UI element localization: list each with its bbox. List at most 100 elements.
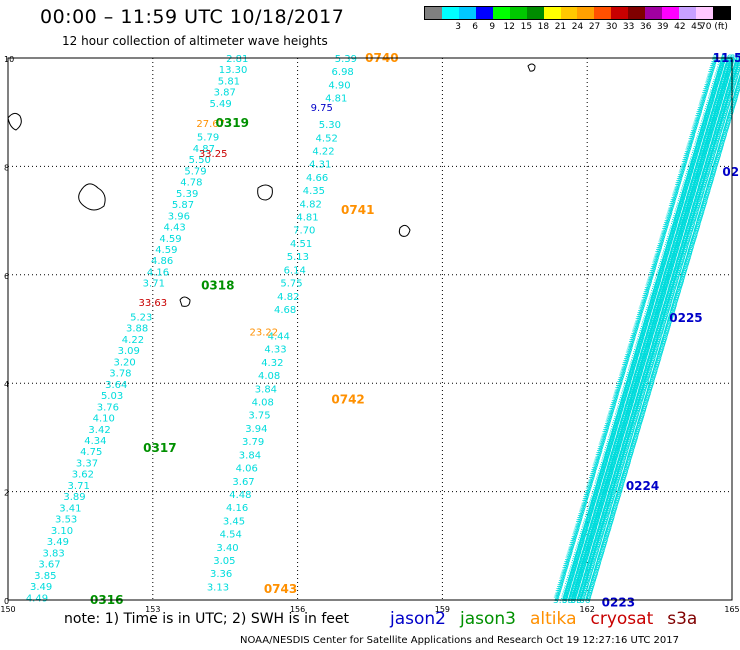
wave-height-label: 4.90 (328, 80, 350, 91)
wave-height-label: 3.66 (673, 217, 693, 227)
wave-height-label: 3.66 (674, 242, 694, 252)
wave-height-label: 3.66 (649, 270, 669, 280)
wave-height-label: 3.66 (616, 383, 636, 393)
wave-height-label: 3.66 (639, 364, 659, 374)
wave-height-label: 3.66 (612, 395, 632, 405)
wave-height-label: 3.83 (43, 548, 65, 559)
color-scale-labels: 3 6 9 12 15 18 21 24 27 30 33 36 39 42 45 70 (ft) (424, 22, 731, 34)
wave-height-label: 3.66 (610, 460, 630, 470)
legend-entry: jason2 (390, 609, 446, 629)
wave-height-label: 3.66 (717, 98, 737, 108)
wave-height-label: 3.66 (639, 332, 659, 342)
wave-height-label: 3.66 (594, 485, 614, 495)
wave-height-label: 3.66 (629, 368, 649, 378)
wave-height-label: 3.66 (681, 190, 701, 200)
wave-height-label: 3.66 (560, 573, 580, 583)
wave-height-label: 4.32 (261, 358, 283, 369)
wave-height-label: 3.66 (676, 238, 696, 248)
wave-height-label: 3.66 (709, 96, 729, 106)
wave-height-label: 3.66 (677, 175, 697, 185)
wave-height-label: 3.66 (578, 539, 598, 549)
wave-height-label: 3.66 (586, 512, 606, 522)
color-swatch (475, 7, 493, 19)
wave-height-label: 3.66 (694, 117, 714, 127)
color-swatch (628, 7, 646, 19)
wave-height-label: 3.66 (672, 219, 692, 229)
color-swatch (441, 7, 459, 19)
wave-height-label: 3.66 (591, 498, 611, 508)
wave-height-label: 3.66 (684, 150, 704, 160)
wave-height-label: 3.66 (630, 364, 650, 374)
wave-height-label: 3.66 (585, 487, 605, 497)
wave-height-label: 3.66 (666, 270, 686, 280)
wave-height-label: 3.66 (586, 485, 606, 495)
wave-height-label: 3.66 (690, 159, 710, 169)
wave-height-label: 3.66 (625, 412, 645, 422)
wave-height-label: 3.66 (572, 560, 592, 570)
wave-height-label: 3.66 (649, 328, 669, 338)
wave-height-label: 3.66 (687, 169, 707, 179)
wave-height-label: 3.66 (620, 368, 640, 378)
wave-height-label: 3.66 (581, 502, 601, 512)
wave-height-label: 3.66 (680, 163, 700, 173)
wave-height-label: 3.66 (573, 556, 593, 566)
wave-height-label: 3.66 (700, 96, 720, 106)
wave-height-label: 3.66 (605, 420, 625, 430)
wave-height-label: 3.66 (701, 94, 721, 104)
wave-height-label: 3.66 (668, 263, 688, 273)
wave-height-label: 4.82 (277, 292, 299, 303)
wave-height-label: 3.66 (712, 54, 732, 64)
wave-height-label: 3.66 (699, 159, 719, 169)
wave-height-label: 3.66 (653, 257, 673, 267)
wave-height-label: 4.44 (268, 331, 290, 342)
wave-height-label: 3.66 (593, 519, 613, 529)
wave-height-label: 3.66 (617, 437, 637, 447)
wave-height-label: 3.66 (668, 236, 688, 246)
color-scale-label: 18 (537, 22, 550, 32)
wave-height-label: 3.66 (594, 516, 614, 526)
wave-height-label: 3.66 (661, 230, 681, 240)
wave-height-label: 3.66 (686, 144, 706, 154)
wave-height-label: 3.66 (618, 376, 638, 386)
wave-height-label: 3.66 (649, 330, 669, 340)
wave-height-label: 3.66 (719, 90, 739, 100)
wave-height-label: 3.66 (556, 586, 576, 596)
wave-height-label: 3.66 (632, 328, 652, 338)
wave-height-label: 3.66 (661, 228, 681, 238)
wave-height-label: 3.66 (617, 408, 637, 418)
wave-height-label: 3.66 (635, 376, 655, 386)
wave-height-label: 4.34 (84, 436, 106, 447)
wave-height-label: 3.66 (671, 255, 691, 265)
wave-height-label: 3.66 (691, 157, 711, 167)
wave-height-label: 3.66 (713, 111, 733, 121)
color-swatch (645, 7, 663, 19)
wave-height-label: 3.66 (620, 429, 640, 439)
wave-height-label: 3.66 (610, 431, 630, 441)
wave-height-label: 7.70 (293, 226, 315, 237)
wave-height-label: 3.66 (640, 299, 660, 309)
wave-height-label: 3.66 (672, 251, 692, 261)
wave-height-label: 3.66 (685, 148, 705, 158)
wave-height-label: 3.66 (722, 81, 740, 91)
wave-height-label: 3.66 (618, 406, 638, 416)
wave-height-label: 3.66 (712, 115, 732, 125)
wave-height-label: 3.66 (671, 224, 691, 234)
track-time-label: 0318 (201, 279, 234, 293)
wave-height-label: 3.66 (570, 569, 590, 579)
wave-height-label: 3.66 (703, 146, 723, 156)
wave-height-label: 3.66 (708, 98, 728, 108)
wave-height-label: 3.66 (711, 87, 731, 97)
wave-height-label: 3.66 (580, 533, 600, 543)
wave-height-label: 3.66 (575, 550, 595, 560)
wave-height-label: 3.66 (602, 460, 622, 470)
wave-height-label: 3.10 (51, 526, 73, 537)
wave-height-label: 3.66 (675, 240, 695, 250)
wave-height-label: 3.66 (669, 261, 689, 271)
wave-height-label: 3.66 (687, 198, 707, 208)
wave-height-label: 3.66 (657, 272, 677, 282)
wave-height-label: 3.66 (714, 77, 734, 87)
wave-height-label: 3.66 (638, 307, 658, 317)
wave-height-label: 3.66 (667, 209, 687, 219)
wave-height-label: 3.66 (652, 318, 672, 328)
wave-height-label: 3.66 (568, 546, 588, 556)
